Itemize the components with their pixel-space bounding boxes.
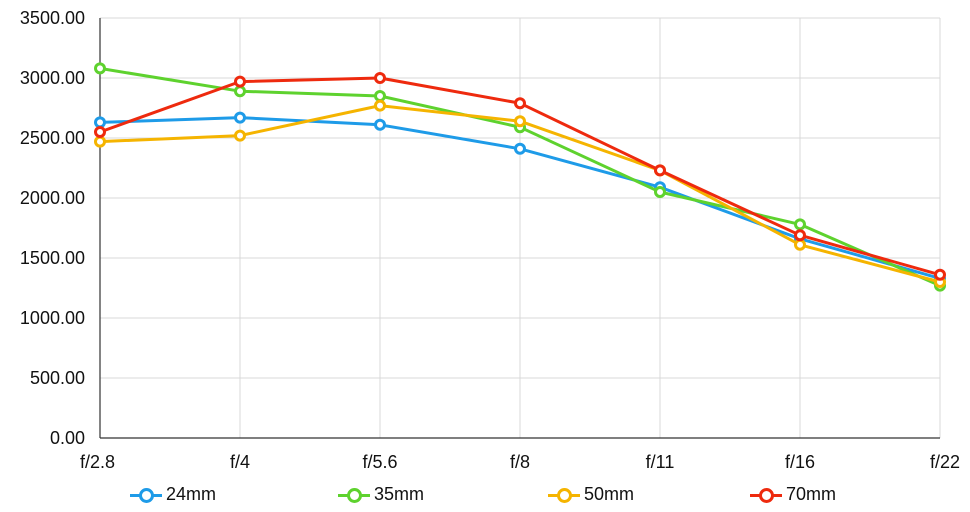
legend-item-24mm: 24mm bbox=[130, 484, 216, 505]
y-tick-label: 1000.00 bbox=[20, 308, 85, 328]
legend-label: 24mm bbox=[166, 484, 217, 504]
grid-lines bbox=[99, 17, 941, 439]
data-point bbox=[94, 126, 106, 138]
x-tick-label: f/11 bbox=[646, 452, 675, 472]
x-tick-label: f/2.8 bbox=[80, 452, 115, 472]
data-point bbox=[934, 268, 946, 281]
data-point bbox=[374, 90, 386, 102]
line-chart: 0.00 500.00 1000.00 1500.00 2000.00 2500.00 30… bbox=[20, 8, 960, 472]
x-tick-label: f/5.6 bbox=[362, 452, 397, 472]
data-series bbox=[94, 62, 946, 292]
legend-label: 50mm bbox=[584, 484, 635, 504]
legend-item-50mm: 50mm bbox=[548, 484, 634, 505]
x-tick-label: f/22 bbox=[930, 452, 960, 472]
x-tick-label: f/8 bbox=[510, 452, 530, 472]
legend: 24mm 35mm 50mm 70mm bbox=[0, 484, 970, 512]
y-tick-label: 3000.00 bbox=[20, 68, 85, 88]
data-point bbox=[374, 72, 386, 84]
data-point bbox=[654, 186, 666, 198]
data-point bbox=[94, 135, 106, 148]
data-point bbox=[234, 75, 246, 88]
x-tick-label: f/4 bbox=[230, 452, 250, 472]
y-tick-label: 500.00 bbox=[30, 368, 85, 388]
y-tick-label: 3500.00 bbox=[20, 8, 85, 28]
y-tick-label: 2500.00 bbox=[20, 128, 85, 148]
data-point bbox=[94, 62, 106, 75]
legend-label: 70mm bbox=[786, 484, 837, 504]
legend-marker-icon bbox=[548, 486, 580, 504]
data-point bbox=[234, 111, 246, 124]
data-point bbox=[654, 164, 666, 177]
legend-marker-icon bbox=[750, 486, 782, 504]
data-point bbox=[514, 97, 526, 110]
data-point bbox=[234, 85, 246, 98]
x-axis-tick-labels: f/2.8 f/4 f/5.6 f/8 f/11 f/16 f/22 bbox=[80, 452, 960, 472]
y-tick-label: 1500.00 bbox=[20, 248, 85, 268]
data-point bbox=[234, 129, 246, 142]
data-point bbox=[374, 99, 386, 112]
data-point bbox=[514, 142, 526, 155]
y-axis-tick-labels: 0.00 500.00 1000.00 1500.00 2000.00 2500.00 30… bbox=[20, 8, 85, 448]
data-point bbox=[514, 115, 526, 128]
data-point bbox=[94, 116, 106, 129]
legend-item-70mm: 70mm bbox=[750, 484, 836, 505]
data-point bbox=[794, 218, 806, 231]
legend-marker-icon bbox=[338, 486, 370, 504]
data-point bbox=[794, 238, 806, 251]
y-tick-label: 2000.00 bbox=[20, 188, 85, 208]
legend-item-35mm: 35mm bbox=[338, 484, 424, 505]
legend-label: 35mm bbox=[374, 484, 425, 504]
x-tick-label: f/16 bbox=[785, 452, 815, 472]
y-tick-label: 0.00 bbox=[50, 428, 85, 448]
data-point bbox=[374, 118, 386, 131]
legend-marker-icon bbox=[130, 486, 162, 504]
series-70mm bbox=[94, 72, 946, 281]
data-point bbox=[794, 229, 806, 242]
axes bbox=[99, 18, 940, 439]
